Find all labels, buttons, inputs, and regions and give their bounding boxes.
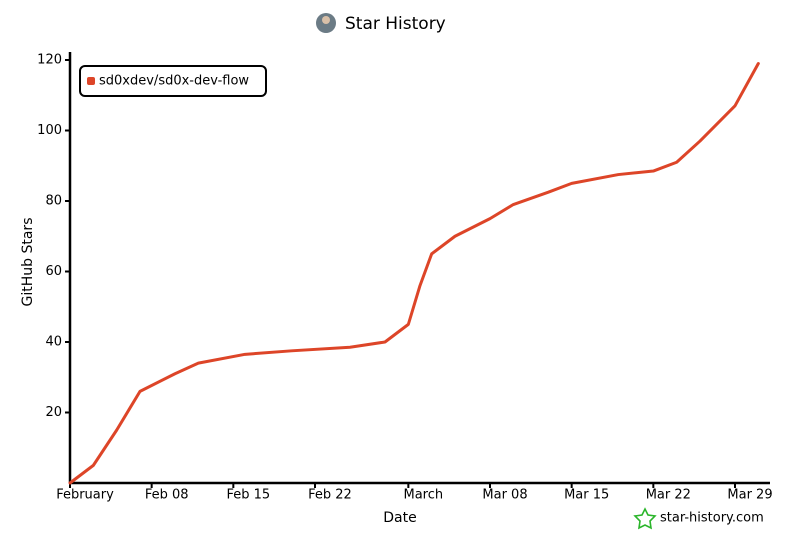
legend-swatch [87, 77, 95, 85]
line-series [68, 62, 760, 485]
y-tick-label: 40 [45, 335, 62, 350]
watermark-text: star-history.com [660, 511, 764, 526]
x-tick-label: March [404, 488, 444, 503]
title-group: Star History [316, 13, 446, 34]
y-tick-label: 80 [45, 194, 62, 209]
x-tick-label: Feb 15 [226, 488, 270, 503]
y-tick-label: 100 [37, 123, 62, 138]
x-tick-label: Mar 08 [482, 488, 527, 503]
x-tick-label: February [56, 488, 114, 503]
watermark-icon [633, 507, 657, 530]
x-axis-title: Date [383, 510, 416, 526]
x-tick-label: Mar 15 [564, 488, 609, 503]
legend-label: sd0xdev/sd0x-dev-flow [99, 74, 249, 89]
x-tick-label: Feb 08 [145, 488, 189, 503]
legend-box [79, 65, 267, 97]
x-tick-label: Mar 29 [727, 488, 772, 503]
chart-title: Star History [345, 14, 446, 34]
y-tick-label: 60 [45, 264, 62, 279]
watermark: star-history.com [633, 507, 764, 530]
avatar-face [322, 16, 330, 24]
y-tick-label: 20 [45, 405, 62, 420]
y-tick-label: 120 [37, 53, 62, 68]
x-tick-label: Mar 22 [646, 488, 691, 503]
x-tick-label: Feb 22 [308, 488, 352, 503]
legend: sd0xdev/sd0x-dev-flow [79, 65, 267, 97]
y-axis-title: GitHub Stars [20, 218, 36, 307]
